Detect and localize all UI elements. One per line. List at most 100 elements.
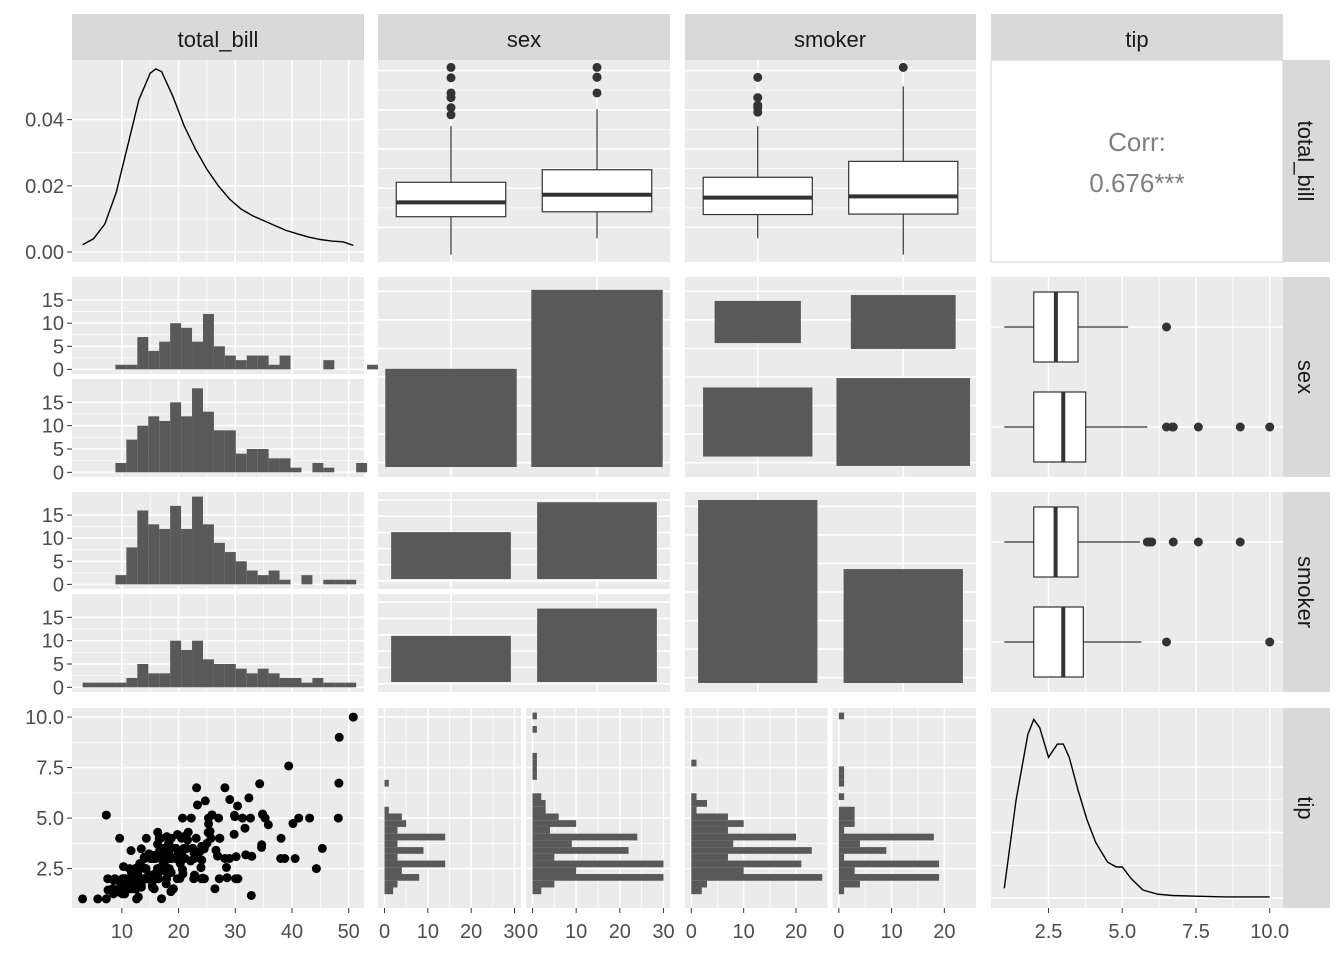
hist-total-bill-smoker-top-bar-24: [345, 579, 357, 585]
smoker-bar-0: [698, 500, 818, 683]
scatter-point-23: [284, 761, 294, 771]
scatter-point-95: [288, 819, 298, 829]
box-total-bill-smoker-1-outlier-0: [898, 62, 908, 72]
hist-total-bill-smoker-bottom-bar-5: [137, 664, 149, 688]
box-tip-smoker-1-outlier-1: [1265, 637, 1275, 647]
hist-tip-sex-male-bar-10: [532, 826, 550, 834]
hist-tip-sex-male-x-label-3: 30: [652, 921, 674, 943]
hist-total-bill-sex-top-bar-11: [202, 313, 214, 370]
hist-tip-sex-male-bar-2: [532, 880, 555, 888]
hist-tip-sex-male-x-label-2: 20: [609, 921, 631, 943]
strip-right-sex-label: sex: [1293, 360, 1318, 394]
scatter-point-203: [177, 833, 187, 843]
strip-top-tip-label: tip: [1125, 27, 1148, 52]
scatter-point-219: [129, 870, 139, 880]
hist-tip-sex-female-bar-3: [384, 874, 420, 881]
scatter-point-170: [348, 712, 358, 722]
strip-layer: total_bill sex smoker tip total_bill sex…: [72, 14, 1330, 908]
hist-tip-sex-female-x-label-3: 30: [503, 921, 525, 943]
scatter-point-205: [211, 845, 221, 855]
scatter-point-221: [109, 875, 119, 885]
hist-tip-smoker-yes-bar-1: [838, 887, 845, 895]
hist-tip-sex-female-bar-5: [384, 860, 446, 868]
scatter-point-206: [280, 854, 290, 864]
hist-tip-sex-male-bar-6: [532, 853, 555, 861]
scatter-point-237: [263, 820, 273, 830]
hist-total-bill-smoker-bottom-bar-8: [170, 640, 182, 688]
strip-right-smoker: [1283, 492, 1330, 692]
hist-tip-sex-male-x-label-0: 0: [527, 921, 538, 943]
hist-total-bill-sex-top-bar-7: [159, 341, 171, 370]
scatter-point-111: [101, 894, 111, 904]
hist-tip-smoker-yes-bar-12: [838, 813, 855, 821]
hist-total-bill-smoker-bottom-bar-1: [93, 682, 105, 688]
x-axis-total-bill-label-3: 40: [281, 921, 303, 943]
scatter-point-88: [200, 796, 210, 806]
scatter-point-172: [101, 810, 111, 820]
hist-total-bill-sex-bottom-bar-17: [268, 458, 280, 473]
box-total-bill-sex-1-outlier-2: [592, 62, 602, 72]
scatter-point-47: [244, 793, 254, 803]
hist-tip-sex-male-bar-19: [532, 766, 537, 774]
scatter-point-112: [276, 833, 286, 843]
hist-tip-sex-male-bar-5: [532, 860, 664, 868]
hist-tip-smoker-no-bar-14: [691, 800, 708, 807]
hist-tip-sex-female-bar-12: [384, 813, 402, 821]
y-axis-density-label-0: 0.00: [25, 242, 64, 264]
scatter-point-59: [334, 778, 344, 788]
panel-tip-density: [991, 708, 1283, 908]
hist-total-bill-smoker-top-bar-17: [268, 570, 280, 585]
hist-total-bill-sex-bottom-bar-18: [279, 458, 291, 473]
hist-total-bill-sex-top-bar-9: [181, 327, 193, 370]
hist-tip-smoker-yes-bar-19: [838, 766, 845, 774]
x-axis-total-bill-label-4: 50: [338, 921, 360, 943]
box-tip-sex-1-box: [1033, 391, 1087, 463]
panel-total-bill-by-sex: [378, 60, 670, 262]
scatter-point-46: [186, 813, 196, 823]
scatter-point-236: [246, 890, 256, 900]
hist-tip-sex-female-bar-6: [384, 853, 398, 861]
hist-tip-sex-male-bar-14: [532, 800, 546, 807]
scatter-point-200: [166, 833, 176, 843]
hist-total-bill-smoker-bottom-bar-11: [202, 659, 214, 688]
hist-total-bill-sex-top-bar-3: [115, 364, 127, 370]
scatter-point-182: [317, 843, 327, 853]
hist-tip-sex-male-bar-7: [532, 847, 629, 854]
scatter-point-234: [117, 889, 127, 899]
hist-tip-sex-male-bar-12: [532, 813, 559, 821]
scatter-point-184: [290, 854, 300, 864]
hist-tip-smoker-no-bar-13: [691, 806, 697, 814]
hist-total-bill-sex-bottom-bar-21: [312, 463, 324, 473]
hist-tip-sex-female-bar-7: [384, 847, 424, 854]
scatter-point-67: [78, 894, 88, 904]
strip-top-sex: [378, 14, 670, 60]
hist-total-bill-sex-bottom-bar-16: [257, 449, 269, 473]
strip-top-sex-label: sex: [507, 27, 541, 52]
hist-total-bill-sex-bottom-y-label-2: 10: [42, 416, 64, 438]
strip-top-total-bill: [72, 14, 364, 60]
scatter-point-178: [115, 833, 125, 843]
hist-total-bill-sex-top-y-label-0: 0: [53, 359, 64, 381]
hist-total-bill-smoker-top-bar-12: [213, 542, 225, 585]
hist-tip-smoker-no-x-label-2: 20: [785, 921, 807, 943]
strip-top-total-bill-label: total_bill: [178, 27, 259, 52]
hist-total-bill-smoker-bottom-y-label-2: 10: [42, 631, 64, 653]
box-tip-sex-1-outlier-3: [1193, 422, 1203, 432]
sex-bar-1: [531, 289, 663, 467]
hist-tip-smoker-yes-bar-13: [838, 806, 855, 814]
tip-density-line: [1003, 718, 1270, 898]
strip-right-total-bill-label: total_bill: [1293, 121, 1318, 202]
box-total-bill-sex-1-outlier-3: [592, 88, 602, 98]
hist-total-bill-sex-bottom-bar-9: [181, 416, 193, 473]
sex-by-smoker-bar-1-1: [537, 608, 657, 682]
hist-total-bill-smoker-top-bar-10: [192, 496, 203, 585]
strip-top-smoker-label: smoker: [794, 27, 866, 52]
hist-tip-smoker-yes-bar-7: [838, 847, 887, 854]
correlation-panel: [990, 59, 1284, 263]
box-total-bill-smoker-0-outlier-2: [753, 100, 763, 110]
scatter-point-175: [247, 851, 257, 861]
hist-tip-smoker-no-bar-15: [691, 793, 697, 801]
box-total-bill-sex-1-outlier-1: [592, 72, 602, 82]
strip-right-total-bill: [1283, 60, 1330, 262]
